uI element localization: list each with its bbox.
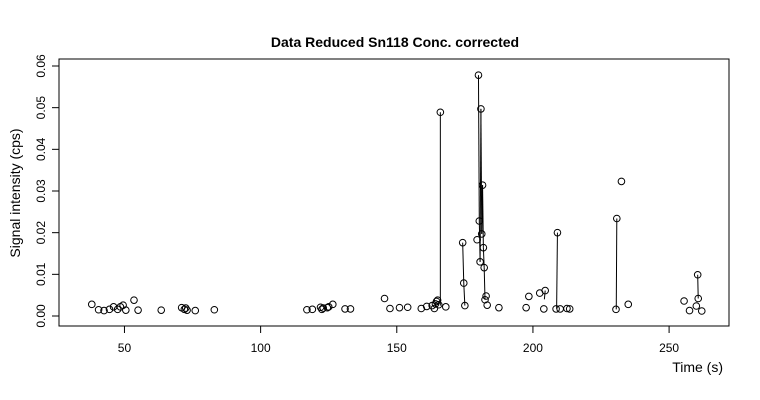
y-axis-label: Signal intensity (cps)	[7, 128, 23, 257]
connector-lines	[439, 75, 699, 310]
data-point	[613, 214, 621, 223]
x-tick-label: 250	[659, 341, 679, 355]
data-point	[94, 305, 103, 314]
data-point	[318, 305, 326, 314]
data-point	[130, 296, 138, 304]
data-point	[685, 306, 694, 315]
connector-line	[482, 185, 484, 248]
plot-frame	[58, 58, 730, 327]
data-point	[324, 303, 333, 311]
data-point	[100, 306, 108, 315]
data-point	[319, 304, 328, 312]
data-point	[105, 305, 114, 314]
data-point	[522, 303, 530, 312]
data-point	[565, 305, 574, 313]
y-axis: 0.00 0.01 0.02 0.03 0.04 0.05 0.06	[34, 54, 60, 328]
data-point	[540, 305, 548, 313]
data-point	[308, 305, 317, 314]
data-point	[183, 306, 191, 314]
data-point	[478, 181, 487, 189]
data-point	[134, 306, 142, 314]
data-point	[181, 304, 190, 312]
data-point	[113, 305, 122, 314]
connector-line	[462, 242, 465, 284]
connector-line	[543, 290, 546, 300]
data-point	[697, 307, 706, 315]
data-point	[328, 300, 337, 309]
data-point	[552, 305, 560, 313]
data-point	[473, 235, 481, 244]
data-point	[303, 305, 311, 314]
data-point	[617, 177, 626, 186]
data-point	[474, 71, 483, 79]
y-tick-label: 0.03	[34, 179, 48, 203]
data-point	[434, 300, 443, 309]
x-tick-label: 50	[118, 341, 132, 355]
data-point	[477, 105, 485, 113]
data-point	[458, 238, 467, 247]
data-point	[692, 302, 701, 310]
data-point	[476, 258, 484, 266]
connector-line	[483, 267, 486, 300]
data-point	[346, 305, 355, 313]
data-point	[87, 300, 96, 309]
x-tick-label: 200	[523, 341, 543, 355]
connector-line	[556, 232, 558, 309]
chart-title: Data Reduced Sn118 Conc. corrected	[271, 34, 519, 50]
y-tick-label: 0.01	[34, 262, 48, 286]
y-tick-label: 0.06	[34, 54, 48, 78]
data-point	[680, 297, 688, 305]
data-point	[323, 303, 332, 312]
data-point	[430, 304, 439, 313]
y-tick-label: 0.04	[34, 137, 48, 161]
data-point	[495, 303, 503, 312]
data-point	[461, 301, 469, 310]
data-point	[122, 306, 130, 314]
x-axis: 50 100 150 200 250	[118, 325, 679, 355]
y-tick-label: 0.00	[34, 304, 48, 328]
data-point	[433, 296, 442, 304]
data-point	[477, 230, 486, 238]
data-point	[553, 228, 562, 237]
x-tick-label: 100	[251, 341, 271, 355]
data-point	[403, 303, 412, 312]
y-tick-label: 0.02	[34, 221, 48, 245]
data-point	[475, 217, 484, 225]
data-point	[191, 306, 200, 315]
data-point	[386, 304, 394, 313]
data-point	[422, 302, 431, 311]
data-point	[210, 305, 219, 314]
data-point	[395, 303, 404, 312]
data-point	[525, 292, 533, 301]
data-point	[157, 306, 166, 314]
data-point	[693, 270, 702, 279]
data-point	[482, 292, 490, 300]
data-point	[556, 305, 564, 313]
data-point	[563, 304, 571, 313]
data-point	[480, 263, 488, 272]
data-point	[436, 108, 445, 117]
connector-line	[697, 274, 699, 299]
data-point	[483, 301, 491, 309]
data-point	[380, 294, 389, 303]
y-tick-label: 0.05	[34, 96, 48, 120]
x-axis-label: Time (s)	[672, 359, 723, 375]
data-points	[87, 71, 706, 315]
data-point	[341, 305, 349, 313]
data-point	[541, 286, 549, 295]
connector-line	[615, 218, 618, 310]
data-point	[479, 243, 488, 252]
data-point	[624, 300, 633, 309]
data-point	[612, 305, 620, 314]
data-point	[694, 294, 703, 303]
data-point	[441, 303, 450, 311]
connector-line	[477, 75, 480, 222]
data-point	[459, 279, 468, 287]
x-tick-label: 150	[387, 341, 407, 355]
